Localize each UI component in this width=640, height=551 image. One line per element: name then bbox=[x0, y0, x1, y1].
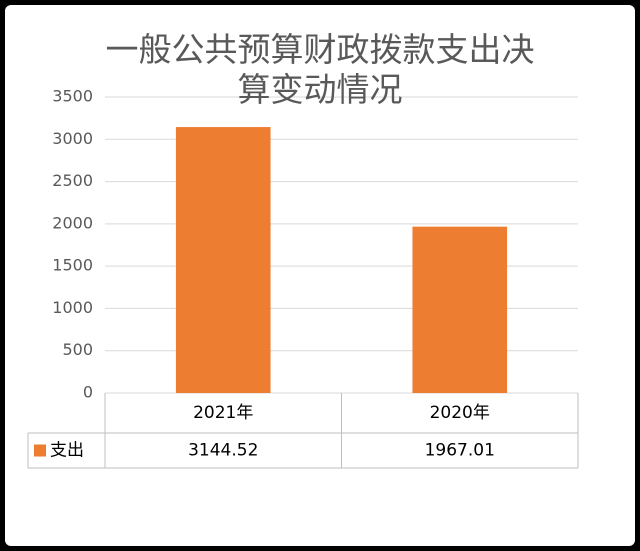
y-tick-label: 2500 bbox=[52, 171, 93, 190]
table-value: 1967.01 bbox=[425, 441, 495, 461]
x-tick-label: 2020年 bbox=[430, 403, 490, 423]
x-tick-label: 2021年 bbox=[193, 403, 253, 423]
y-tick-label: 500 bbox=[62, 340, 93, 359]
table-value: 3144.52 bbox=[188, 441, 258, 461]
y-tick-label: 1500 bbox=[52, 256, 93, 275]
legend-label: 支出 bbox=[50, 441, 84, 461]
y-tick-label: 3500 bbox=[52, 87, 93, 106]
y-tick-label: 1000 bbox=[52, 298, 93, 317]
chart-title: 一般公共预算财政拨款支出决算变动情况 bbox=[105, 30, 535, 109]
y-tick-label: 2000 bbox=[52, 213, 93, 232]
y-tick-label: 3000 bbox=[52, 129, 93, 148]
bar bbox=[412, 226, 508, 393]
chart-area bbox=[5, 5, 635, 546]
y-tick-label: 0 bbox=[83, 383, 93, 402]
legend-key bbox=[34, 444, 46, 457]
bar bbox=[175, 127, 271, 394]
